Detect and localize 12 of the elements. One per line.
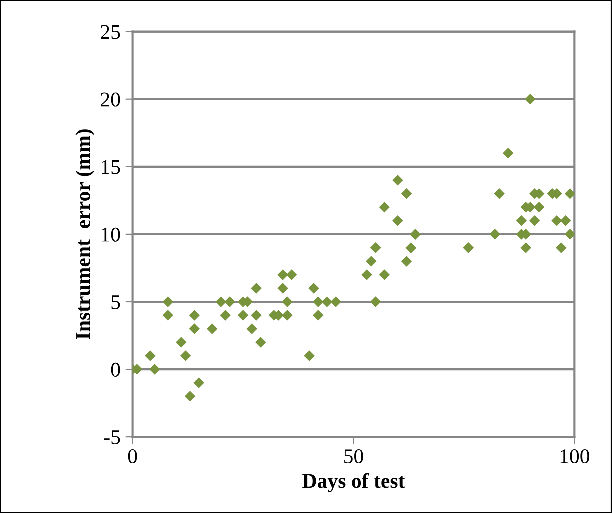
y-tick-label: 15 <box>102 160 120 174</box>
y-tick-label: 20 <box>101 92 120 107</box>
x-tick-label: 50 <box>344 449 364 464</box>
y-tick-label: 10 <box>102 228 120 242</box>
x-tick-label: 0 <box>128 449 138 464</box>
y-tick-label: 25 <box>101 25 120 40</box>
x-tick-label: 100 <box>560 449 590 464</box>
y-tick-label: -5 <box>104 430 120 445</box>
y-axis-title: Instrument error (mm) <box>76 130 95 340</box>
y-tick-label: 0 <box>111 362 120 377</box>
x-axis-title: Days of test <box>302 473 406 492</box>
y-tick-label: 5 <box>112 296 120 310</box>
